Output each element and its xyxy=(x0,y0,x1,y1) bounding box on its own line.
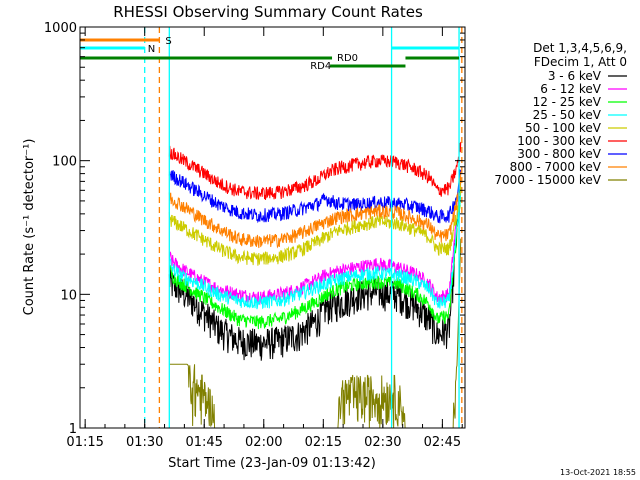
flag-label-1: N xyxy=(148,44,155,55)
series-line-6 xyxy=(168,169,462,224)
vertical-lines xyxy=(144,27,463,428)
axes: 01:15 01:30 01:45 02:00 02:15 02:30 02:45 1 10 10… xyxy=(44,21,465,450)
legend-entry-5: 100 - 300 keV xyxy=(517,134,601,148)
chart-title: RHESSI Observing Summary Count Rates xyxy=(113,3,423,21)
legend-entry-4: 50 - 100 keV xyxy=(525,121,602,135)
legend: Det 1,3,4,5,6,9, FDecim 1, Att 0 3 - 6 k… xyxy=(494,41,627,187)
series-layer xyxy=(168,141,462,428)
legend-entry-7: 800 - 7000 keV xyxy=(510,160,602,174)
legend-entry-3: 25 - 50 keV xyxy=(533,108,602,122)
y-tick-label-1: 10 xyxy=(60,288,77,303)
series-line-1 xyxy=(168,176,462,306)
footer-date: 13-Oct-2021 18:55 xyxy=(560,468,636,477)
x-tick-label-5: 02:30 xyxy=(364,435,401,450)
flag-bars: SN RD0 RD4 xyxy=(80,36,460,72)
plot-frame xyxy=(79,26,466,429)
series-line-3 xyxy=(168,187,462,310)
series-line-0 xyxy=(168,184,462,361)
x-tick-label-1: 01:30 xyxy=(126,435,163,450)
legend-entry-0: 3 - 6 keV xyxy=(548,69,602,83)
legend-header-line-1: Det 1,3,4,5,6,9, xyxy=(533,41,627,55)
y-tick-label-3: 1000 xyxy=(44,21,77,36)
flag-label-2: RD0 xyxy=(337,53,358,64)
legend-entry-8: 7000 - 15000 keV xyxy=(494,173,601,187)
series-line-7 xyxy=(168,171,462,249)
x-tick-label-0: 01:15 xyxy=(66,435,103,450)
flag-label-3: RD4 xyxy=(310,61,331,72)
legend-entry-1: 6 - 12 keV xyxy=(540,82,602,96)
legend-header-line-2: FDecim 1, Att 0 xyxy=(534,55,627,69)
x-tick-label-3: 02:00 xyxy=(245,435,282,450)
series-line-2 xyxy=(168,188,462,330)
y-axis-label: Count Rate (s⁻¹ detector⁻¹) xyxy=(22,139,37,316)
y-tick-label-0: 1 xyxy=(69,422,77,437)
flag-label-0: S xyxy=(165,36,171,47)
x-tick-label-2: 01:45 xyxy=(185,435,222,450)
x-axis-label: Start Time (23-Jan-09 01:13:42) xyxy=(168,456,376,471)
y-tick-label-2: 100 xyxy=(52,155,77,170)
x-tick-label-4: 02:15 xyxy=(305,435,342,450)
series-line-5 xyxy=(168,141,462,200)
x-tick-label-6: 02:45 xyxy=(424,435,461,450)
legend-entry-6: 300 - 800 keV xyxy=(517,147,601,161)
series-line-4 xyxy=(168,177,462,266)
legend-entry-2: 12 - 25 keV xyxy=(533,95,602,109)
